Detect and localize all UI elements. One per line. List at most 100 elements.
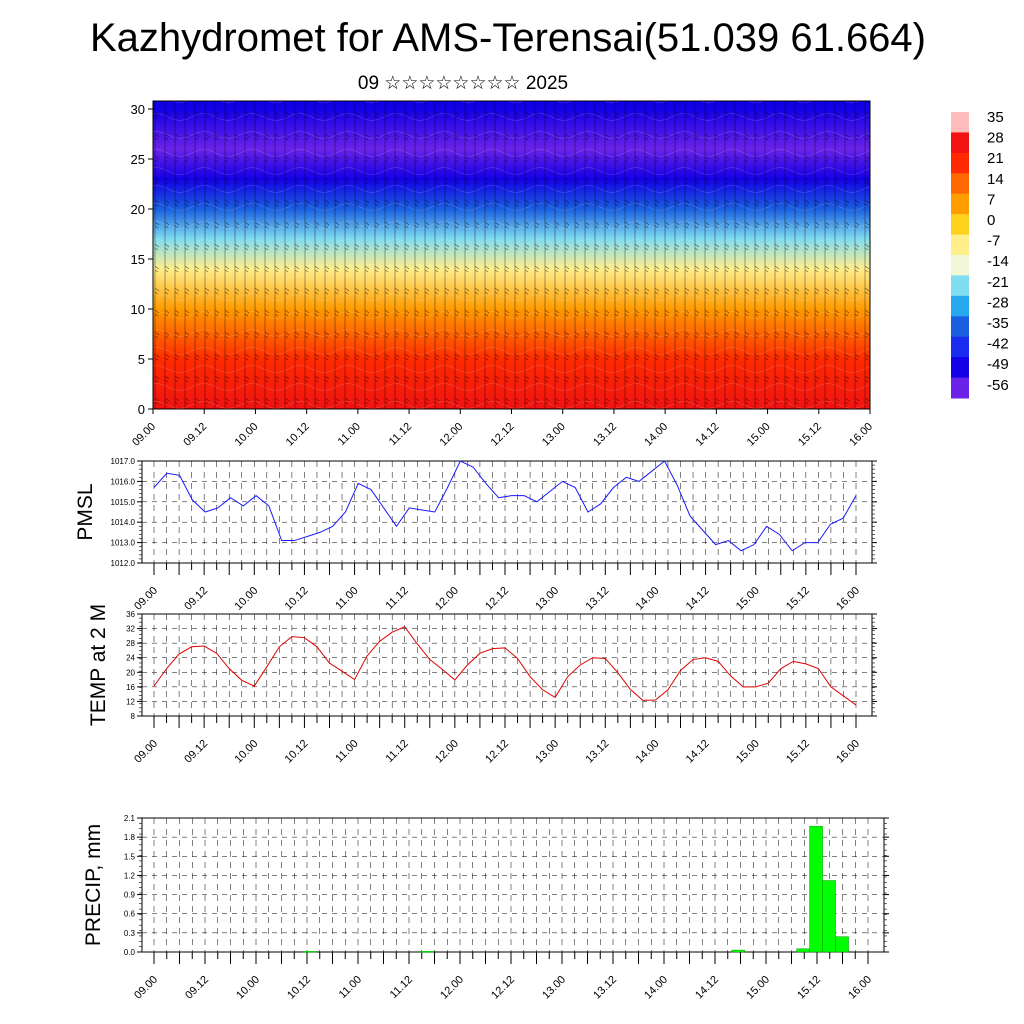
x-tick-label: 13.00 [540, 974, 568, 1002]
colorbar-band [951, 244, 969, 256]
x-tick-label: 14.12 [684, 738, 712, 766]
precip-bar [822, 880, 836, 953]
x-tick-label: 11.12 [383, 585, 410, 612]
x-tick-label: 09.00 [130, 421, 158, 449]
x-tick-label: 13.00 [533, 585, 561, 613]
y-tick-label: 1017.0 [111, 457, 136, 466]
colorbar-band [951, 306, 969, 317]
colorbar-band [951, 275, 969, 287]
colorbar-band [951, 265, 969, 276]
y-tick-label: 1016.0 [111, 477, 136, 486]
x-tick-label: 14.12 [694, 421, 722, 449]
colorbar: 35 28 21 14 7 0 -7 -14 -21 -28 -35 -42 -49 -56 [951, 109, 1009, 399]
x-tick-label: 10.00 [232, 738, 260, 766]
colorbar-band [951, 193, 969, 205]
x-tick-label: 15.12 [784, 738, 812, 766]
y-tick-label: 0.0 [124, 948, 136, 957]
x-tick-label: 14.00 [634, 738, 662, 766]
x-tick-label: 13.00 [540, 421, 568, 449]
series-line [153, 460, 857, 552]
x-tick-label: 15.12 [795, 974, 823, 1002]
y-tick-label: 1012.0 [111, 559, 136, 568]
wind-barbs [153, 101, 870, 409]
x-tick-label: 15.12 [784, 585, 812, 613]
x-tick-label: 10.00 [232, 585, 260, 613]
colorbar-band [951, 387, 969, 399]
x-tick-label: 11.00 [333, 585, 360, 612]
x-tick-label: 09.12 [182, 585, 210, 613]
y-axis-title: TEMP at 2 M [87, 604, 110, 726]
x-tick-label: 11.12 [387, 421, 414, 448]
x-tick-label: 12.00 [438, 974, 466, 1002]
colorbar-band [951, 152, 969, 164]
x-tick-label: 15.00 [745, 421, 773, 449]
precip-bar [809, 826, 823, 953]
y-tick-label: 1.5 [124, 852, 136, 861]
colorbar-band [951, 336, 969, 348]
x-tick-label: 16.00 [847, 421, 875, 449]
y-tick-label: 1014.0 [111, 518, 136, 527]
x-tick-label: 12.12 [483, 585, 511, 613]
y-axis-title: PMSL [74, 483, 97, 540]
section-heatmap: 0 5 10 15 20 25 30 09.00 09.12 10.00 10.12 11.00 11.… [130, 100, 875, 449]
x-tick-label: 10.00 [233, 421, 261, 449]
y-tick-label: 20 [131, 202, 145, 217]
x-tick-label: 09.00 [132, 585, 160, 613]
x-tick-label: 10.12 [284, 421, 312, 449]
x-tick-label: 13.00 [533, 738, 561, 766]
colorbar-band [951, 112, 969, 123]
precip-bar [835, 936, 849, 953]
colorbar-label: 21 [987, 150, 1004, 167]
x-tick-label: 13.12 [583, 738, 611, 766]
x-tick-label: 09.12 [183, 974, 211, 1002]
x-tick-label: 15.00 [744, 974, 772, 1002]
precip-bar [731, 949, 745, 953]
y-tick-label: 0.9 [124, 891, 136, 900]
y-tick-label: 28 [126, 639, 135, 648]
x-tick-label: 12.00 [433, 585, 461, 613]
y-tick-label: 32 [126, 625, 135, 634]
y-tick-label: 36 [126, 610, 135, 619]
colorbar-band [951, 234, 969, 246]
colorbar-label: -56 [987, 377, 1009, 394]
x-tick-label: 12.00 [437, 421, 465, 449]
colorbar-label: 35 [987, 109, 1004, 126]
y-tick-label: 0.6 [124, 910, 136, 919]
x-tick-label: 16.00 [846, 974, 874, 1002]
colorbar-band [951, 142, 969, 154]
y-tick-label: 20 [126, 668, 135, 677]
x-tick-label: 09.00 [132, 974, 160, 1002]
colorbar-band [951, 326, 969, 338]
pmsl-panel: 1012.0 1013.0 1014.0 1015.0 1016.0 1017.0 09.0… [74, 457, 877, 613]
colorbar-label: -7 [987, 233, 1000, 250]
panel-frame [141, 817, 885, 953]
precip-bar [303, 951, 317, 953]
y-tick-label: 2.1 [124, 814, 136, 823]
y-tick-label: 24 [126, 654, 135, 663]
y-tick-label: 1015.0 [111, 498, 136, 507]
x-tick-label: 15.12 [796, 421, 824, 449]
x-tick-label: 14.00 [642, 974, 670, 1002]
x-tick-label: 11.00 [333, 738, 360, 765]
x-tick-label: 16.00 [834, 585, 862, 613]
x-tick-label: 09.00 [132, 738, 160, 766]
chart-subtitle: 09 ☆☆☆☆☆☆☆☆ 2025 [357, 73, 569, 94]
y-axis-title: PRECIP, mm [82, 824, 105, 946]
x-tick-label: 10.12 [283, 585, 311, 613]
colorbar-label: -42 [987, 336, 1009, 353]
colorbar-label: 0 [987, 212, 995, 229]
y-tick-label: 1.2 [124, 871, 136, 880]
colorbar-band [951, 357, 969, 368]
colorbar-band [951, 132, 969, 144]
x-tick-label: 14.12 [693, 974, 721, 1002]
colorbar-band [951, 367, 969, 379]
colorbar-band [951, 214, 969, 225]
x-tick-label: 10.12 [283, 738, 311, 766]
y-tick-label: 15 [131, 252, 145, 267]
y-tick-label: 1013.0 [111, 539, 136, 548]
colorbar-label: -49 [987, 356, 1009, 373]
x-tick-label: 14.00 [642, 421, 670, 449]
colorbar-label: 14 [987, 171, 1004, 188]
colorbar-band [951, 224, 969, 236]
